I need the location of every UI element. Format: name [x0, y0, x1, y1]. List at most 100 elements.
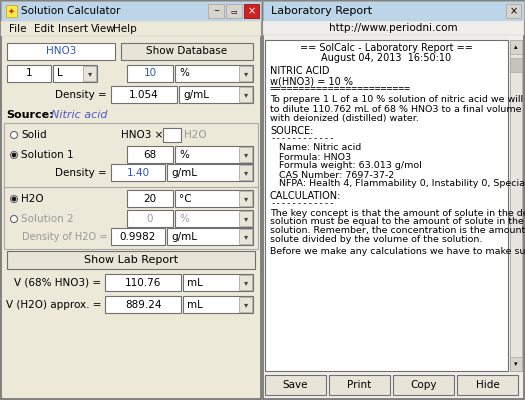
- Text: mL: mL: [187, 300, 203, 310]
- Bar: [263, 1, 524, 399]
- Text: 1.40: 1.40: [127, 168, 150, 178]
- Text: 68: 68: [143, 150, 156, 160]
- Text: ×: ×: [247, 6, 256, 16]
- Bar: [239, 66, 252, 81]
- Text: 0.9982: 0.9982: [120, 232, 156, 242]
- Text: CAS Number: 7697-37-2: CAS Number: 7697-37-2: [270, 170, 394, 180]
- Bar: [239, 211, 252, 226]
- Text: August 04, 2013  16:50:10: August 04, 2013 16:50:10: [321, 53, 452, 63]
- Bar: [111, 228, 165, 245]
- Text: g/mL: g/mL: [171, 168, 197, 178]
- Bar: [167, 164, 253, 181]
- Text: HNO3 ×: HNO3 ×: [121, 130, 163, 140]
- Circle shape: [12, 153, 16, 157]
- Text: Density of H2O =: Density of H2O =: [22, 232, 107, 242]
- Text: °C: °C: [179, 194, 192, 204]
- Bar: [163, 128, 181, 142]
- Text: Help: Help: [113, 24, 136, 34]
- Text: H2O: H2O: [21, 194, 44, 204]
- Text: %: %: [179, 214, 189, 224]
- Circle shape: [10, 132, 17, 138]
- Text: Edit: Edit: [34, 24, 54, 34]
- Text: Copy: Copy: [410, 380, 437, 390]
- Bar: [121, 43, 253, 60]
- Bar: [175, 210, 253, 227]
- Text: g/mL: g/mL: [171, 232, 197, 242]
- Text: 889.24: 889.24: [125, 300, 161, 310]
- Bar: [179, 86, 253, 103]
- Text: g/mL: g/mL: [183, 90, 209, 100]
- Text: Solution 1: Solution 1: [21, 150, 74, 160]
- Circle shape: [10, 152, 17, 158]
- Text: L: L: [57, 68, 63, 78]
- Bar: [208, 4, 224, 18]
- Text: Show Database: Show Database: [146, 46, 227, 56]
- Text: http://www.periodni.com: http://www.periodni.com: [329, 23, 458, 33]
- Text: ▾: ▾: [244, 69, 248, 78]
- Text: Insert: Insert: [58, 24, 88, 34]
- Bar: [6, 5, 17, 17]
- Text: ▾: ▾: [244, 194, 248, 203]
- Bar: [506, 4, 521, 18]
- Bar: [239, 87, 252, 102]
- Text: mL: mL: [187, 278, 203, 288]
- Bar: [183, 274, 253, 291]
- Text: ▾: ▾: [244, 278, 248, 287]
- Text: V (68% HNO3) =: V (68% HNO3) =: [14, 278, 101, 288]
- Text: Formula weight: 63.013 g/mol: Formula weight: 63.013 g/mol: [270, 162, 422, 170]
- Circle shape: [10, 216, 17, 222]
- Bar: [111, 86, 177, 103]
- Bar: [183, 296, 253, 313]
- Bar: [239, 297, 252, 312]
- Text: %: %: [179, 150, 189, 160]
- Text: Nitric acid: Nitric acid: [51, 110, 108, 120]
- Text: Density =: Density =: [55, 168, 107, 178]
- Bar: [239, 165, 252, 180]
- Bar: [4, 187, 258, 249]
- Text: Laboratory Report: Laboratory Report: [271, 6, 372, 16]
- Bar: [175, 190, 253, 207]
- Text: Formula: HNO3: Formula: HNO3: [270, 152, 351, 162]
- Text: ------------: ------------: [270, 134, 334, 144]
- Text: Solid: Solid: [21, 130, 47, 140]
- Bar: [1, 21, 261, 36]
- Text: ▾: ▾: [244, 168, 248, 177]
- Bar: [105, 274, 181, 291]
- Text: V (H2O) approx. =: V (H2O) approx. =: [5, 300, 101, 310]
- Bar: [263, 1, 524, 21]
- Bar: [457, 375, 518, 395]
- Bar: [127, 210, 173, 227]
- Text: ─: ─: [214, 8, 218, 14]
- Text: to dilute 110.762 mL of 68 % HNO3 to a final volume of 1 L: to dilute 110.762 mL of 68 % HNO3 to a f…: [270, 104, 525, 114]
- Text: HNO3: HNO3: [46, 46, 76, 56]
- Text: Solution 2: Solution 2: [21, 214, 74, 224]
- Bar: [239, 191, 252, 206]
- Bar: [175, 65, 253, 82]
- Text: ▴: ▴: [514, 44, 518, 50]
- Text: ×: ×: [509, 6, 518, 16]
- Text: H2O: H2O: [184, 130, 207, 140]
- Bar: [1, 1, 261, 399]
- Text: SOURCE:: SOURCE:: [270, 126, 313, 136]
- Bar: [265, 375, 326, 395]
- Bar: [83, 66, 96, 81]
- Text: 110.76: 110.76: [125, 278, 161, 288]
- Text: ▾: ▾: [244, 232, 248, 241]
- Bar: [329, 375, 390, 395]
- Circle shape: [12, 197, 16, 201]
- Text: NFPA: Health 4, Flammability 0, Instability 0, Special OX: NFPA: Health 4, Flammability 0, Instabil…: [270, 180, 525, 188]
- Bar: [239, 275, 252, 290]
- Bar: [7, 43, 115, 60]
- Text: ▾: ▾: [244, 150, 248, 159]
- Text: Source:: Source:: [6, 110, 54, 120]
- Text: ▾: ▾: [244, 300, 248, 309]
- Text: ========================: ========================: [270, 84, 411, 94]
- Text: 1.054: 1.054: [129, 90, 159, 100]
- Text: To prepare 1 L of a 10 % solution of nitric acid we will need: To prepare 1 L of a 10 % solution of nit…: [270, 96, 525, 104]
- Bar: [175, 146, 253, 163]
- Bar: [510, 357, 522, 371]
- Bar: [127, 65, 173, 82]
- Text: ▾: ▾: [244, 90, 248, 99]
- Text: Density =: Density =: [55, 90, 107, 100]
- Text: 1: 1: [26, 68, 33, 78]
